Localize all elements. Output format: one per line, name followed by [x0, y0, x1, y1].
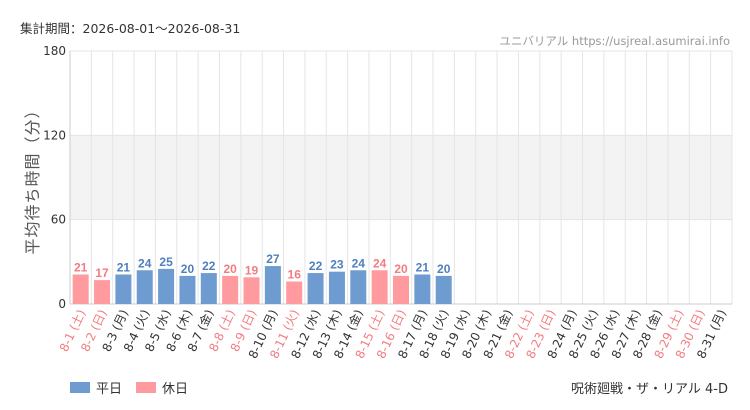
bar: [179, 275, 196, 304]
bar: [72, 274, 89, 304]
bar-value-label: 23: [330, 258, 344, 272]
bar-value-label: 27: [266, 252, 280, 266]
legend-item-weekday: 平日: [70, 378, 122, 397]
bar: [115, 274, 132, 304]
bar-value-label: 20: [181, 262, 195, 276]
y-tick-label: 120: [43, 128, 66, 142]
bar: [94, 280, 111, 304]
legend-item-holiday: 休日: [136, 378, 188, 397]
bar-value-label: 21: [117, 260, 131, 274]
bar-value-label: 21: [74, 260, 88, 274]
y-tick-label: 0: [58, 297, 66, 311]
bar: [371, 270, 388, 304]
bar-value-label: 21: [416, 260, 430, 274]
bar: [414, 274, 431, 304]
bar: [158, 268, 175, 304]
bar-value-label: 20: [437, 262, 451, 276]
bar: [393, 275, 409, 304]
bar-value-label: 17: [95, 266, 109, 280]
legend: 平日 休日: [70, 378, 202, 397]
bar-value-label: 25: [159, 255, 173, 269]
bar-value-label: 22: [309, 259, 323, 273]
bar-value-label: 24: [138, 256, 152, 270]
bar-value-label: 16: [288, 268, 302, 282]
bar: [286, 281, 303, 304]
bar: [222, 275, 239, 304]
legend-swatch-weekday: [70, 382, 90, 393]
legend-swatch-holiday: [136, 382, 157, 393]
bar: [435, 275, 452, 304]
bar-value-label: 24: [373, 256, 387, 270]
bar: [200, 273, 217, 304]
y-tick-label: 60: [51, 213, 66, 227]
bar: [136, 270, 153, 304]
source-label: ユニバリアル https://usjreal.asumirai.info: [499, 34, 730, 48]
bar: [350, 270, 367, 304]
bar: [243, 277, 260, 304]
y-tick-label: 180: [43, 44, 66, 58]
bar-value-label: 22: [202, 259, 216, 273]
legend-label-holiday: 休日: [162, 382, 189, 397]
bar-value-label: 19: [245, 263, 259, 277]
attraction-name: 呪術廻戦・ザ・リアル 4-D: [571, 382, 728, 397]
bar-value-label: 24: [352, 256, 366, 270]
bar-value-label: 20: [223, 262, 237, 276]
grid-band: [70, 135, 732, 220]
bar: [264, 266, 281, 304]
bar: [328, 271, 345, 304]
legend-label-weekday: 平日: [96, 382, 123, 397]
bar-value-label: 20: [394, 262, 408, 276]
period-label: 集計期間：2026-08-01～2026-08-31: [20, 21, 241, 36]
bar: [307, 273, 324, 304]
